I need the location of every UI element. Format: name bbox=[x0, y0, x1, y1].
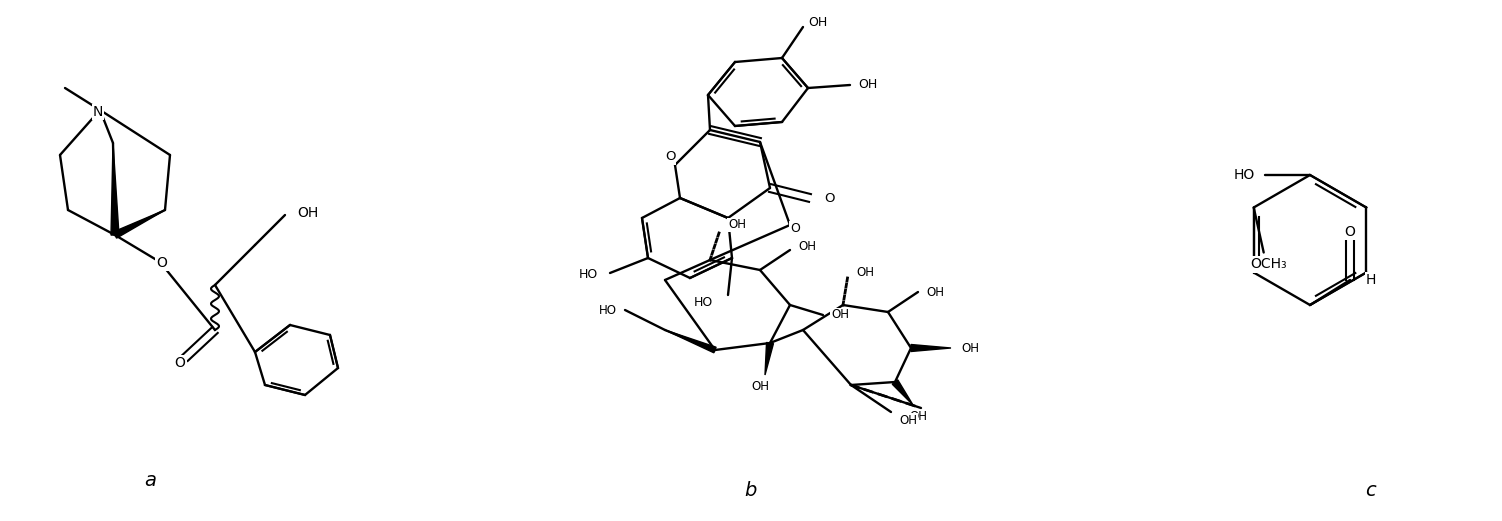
Polygon shape bbox=[111, 143, 119, 235]
Text: OH: OH bbox=[856, 266, 874, 279]
Text: OH: OH bbox=[297, 206, 318, 220]
Text: N: N bbox=[93, 105, 104, 119]
Text: OH: OH bbox=[909, 411, 927, 424]
Text: O: O bbox=[790, 221, 801, 234]
Polygon shape bbox=[665, 330, 716, 353]
Text: OH: OH bbox=[798, 241, 816, 254]
Text: OH: OH bbox=[961, 341, 979, 354]
Text: O: O bbox=[156, 256, 167, 270]
Text: O: O bbox=[825, 192, 835, 205]
Polygon shape bbox=[114, 210, 165, 238]
Text: O: O bbox=[665, 151, 676, 164]
Polygon shape bbox=[765, 342, 774, 375]
Text: OH: OH bbox=[927, 286, 943, 299]
Text: OH: OH bbox=[808, 16, 828, 29]
Polygon shape bbox=[912, 344, 951, 352]
Text: O: O bbox=[174, 356, 185, 370]
Text: HO: HO bbox=[578, 268, 598, 281]
Text: OH: OH bbox=[728, 218, 746, 231]
Text: HO: HO bbox=[694, 296, 713, 309]
Text: c: c bbox=[1365, 480, 1376, 500]
Text: O: O bbox=[1344, 225, 1355, 239]
Text: OCH₃: OCH₃ bbox=[1250, 257, 1287, 271]
Text: b: b bbox=[743, 480, 756, 500]
Text: a: a bbox=[144, 470, 156, 490]
Text: HO: HO bbox=[599, 304, 617, 316]
Text: H: H bbox=[1365, 273, 1376, 287]
Text: OH: OH bbox=[831, 308, 849, 321]
Text: OH: OH bbox=[900, 414, 918, 427]
Text: HO: HO bbox=[1233, 168, 1256, 182]
Text: OH: OH bbox=[751, 380, 769, 393]
Text: OH: OH bbox=[858, 79, 877, 92]
Polygon shape bbox=[892, 380, 913, 405]
